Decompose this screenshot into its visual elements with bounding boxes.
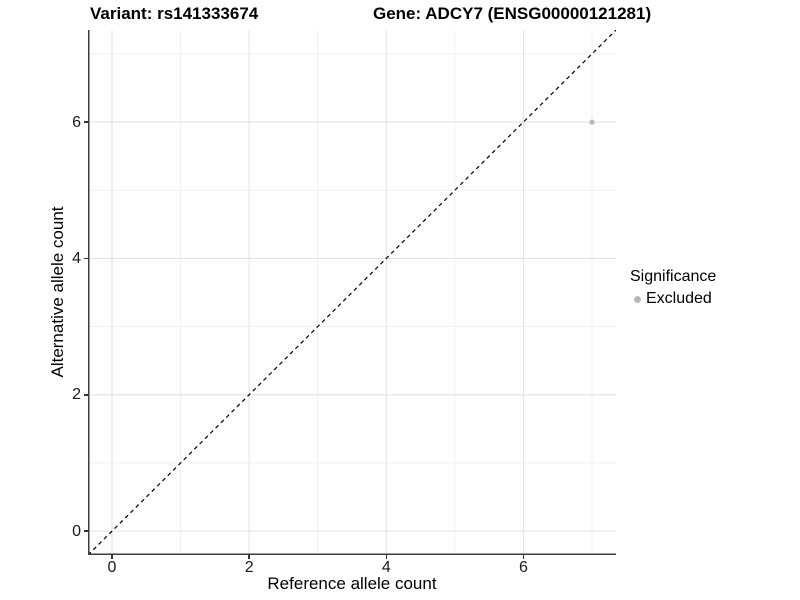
y-tick-mark (84, 394, 88, 396)
data-point (589, 119, 595, 125)
legend-item-excluded: Excluded (630, 290, 795, 308)
x-tick-label: 6 (518, 559, 528, 576)
y-tick-mark (84, 121, 88, 123)
legend-title: Significance (630, 268, 717, 285)
y-tick-label: 0 (72, 522, 81, 540)
x-tick-label: 2 (244, 559, 254, 576)
plot-title-gene: Gene: ADCY7 (ENSG00000121281) (373, 4, 652, 23)
x-axis-title: Reference allele count (267, 574, 437, 593)
legend-point-icon (634, 295, 641, 303)
x-tick-mark (248, 555, 250, 559)
y-tick-label: 2 (72, 386, 81, 404)
legend-item-label: Excluded (646, 290, 712, 307)
x-tick-label: 4 (381, 559, 391, 576)
legend: Significance Excluded (630, 268, 795, 308)
identity-line (88, 30, 616, 555)
plot-title-variant: Variant: rs141333674 (90, 4, 259, 23)
plot-canvas (88, 30, 616, 555)
y-tick-mark (84, 257, 88, 260)
y-axis-title: Alternative allele count (48, 206, 67, 378)
x-tick-mark (522, 555, 525, 559)
y-tick-label: 4 (72, 249, 81, 267)
y-tick-label: 6 (72, 113, 81, 131)
x-tick-label: 0 (107, 559, 117, 576)
plot-panel (88, 30, 616, 555)
y-tick-mark (84, 530, 88, 532)
x-tick-mark (385, 555, 388, 559)
x-tick-mark (111, 555, 113, 559)
